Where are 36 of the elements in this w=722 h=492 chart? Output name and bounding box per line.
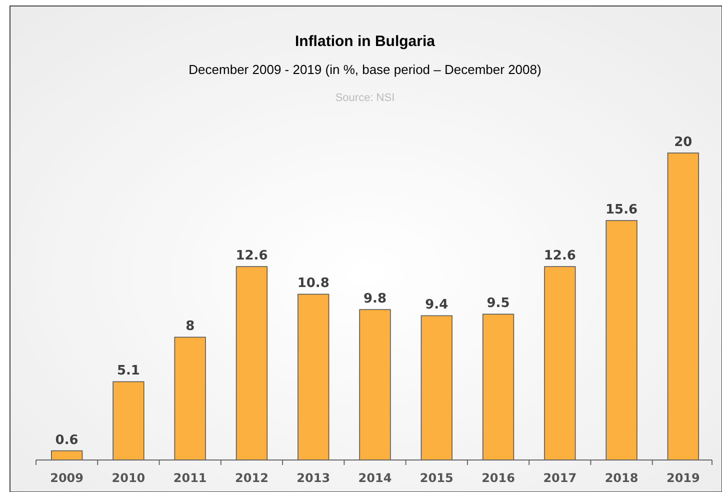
data-label: 9.4	[425, 298, 448, 313]
x-tick-label: 2016	[482, 471, 515, 485]
x-tick-label: 2011	[173, 471, 207, 485]
data-label: 5.1	[116, 364, 140, 379]
x-tick-label: 2017	[543, 471, 577, 485]
bar	[359, 309, 391, 460]
x-tick-label: 2013	[296, 471, 330, 485]
bar	[482, 314, 514, 460]
data-label: 8	[186, 319, 195, 334]
bar	[236, 266, 268, 460]
x-tick-label: 2009	[50, 471, 84, 485]
data-label: 10.8	[297, 276, 330, 292]
x-tick-label: 2010	[112, 471, 146, 485]
bar	[298, 294, 330, 460]
bar	[606, 220, 638, 460]
chart-subtitle: December 2009 - 2019 (in %, base period – December 2008)	[188, 62, 542, 77]
bar	[667, 152, 699, 460]
bar	[420, 315, 452, 460]
x-tick-label: 2012	[235, 471, 268, 485]
x-tick-label: 2019	[666, 471, 700, 485]
data-label: 12.6	[236, 248, 268, 264]
data-label: 15.6	[606, 202, 638, 218]
data-label: 20	[674, 135, 692, 150]
bar	[112, 381, 144, 460]
data-label: 9.5	[486, 296, 510, 312]
data-label: 0.6	[55, 432, 78, 448]
data-label: 9.8	[363, 292, 387, 307]
bar	[51, 450, 83, 460]
x-tick-label: 2014	[358, 471, 392, 485]
bar	[544, 266, 576, 460]
source-note: Source: NSI	[335, 92, 395, 104]
data-label: 12.6	[544, 248, 576, 264]
chart-title: Inflation in Bulgaria	[294, 33, 436, 50]
x-tick-label: 2015	[420, 471, 454, 485]
bar	[174, 336, 206, 460]
x-tick-label: 2018	[604, 471, 638, 485]
